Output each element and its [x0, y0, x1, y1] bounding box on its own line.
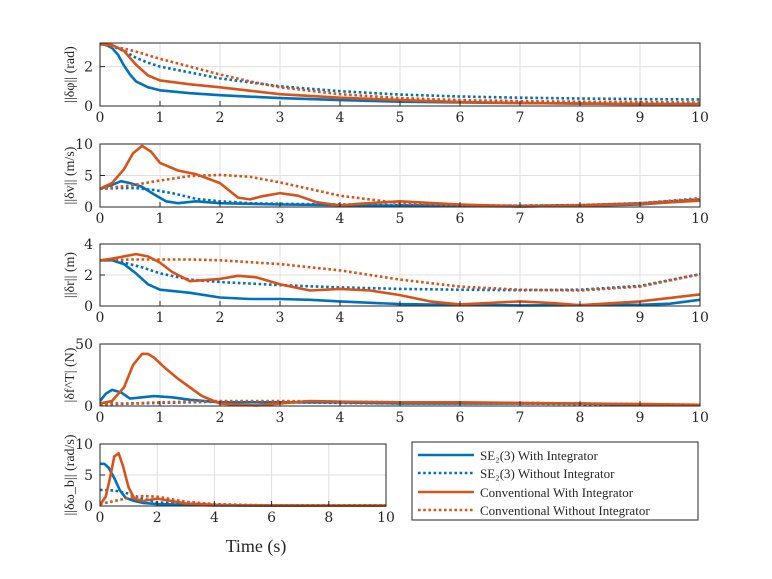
x-tick-label: 8 [576, 110, 585, 126]
x-tick-label: 6 [456, 110, 465, 126]
x-tick-label: 10 [691, 310, 709, 326]
x-tick-label: 4 [336, 410, 345, 426]
y-axis-label: ||δr|| (m) [63, 252, 78, 299]
subplot-4: 0 1 2 3 4 5 6 7 8 9 10 0 50|δf^T| (N) [63, 337, 709, 426]
x-axis-label: Time (s) [226, 536, 287, 557]
x-tick-label: 4 [336, 211, 345, 227]
series-line-se23-with [100, 462, 386, 507]
x-tick-label: 10 [691, 110, 709, 126]
x-tick-label: 6 [456, 410, 465, 426]
x-tick-label: 7 [516, 310, 525, 326]
y-tick-label: 0 [84, 200, 93, 216]
y-tick-label: 2 [84, 268, 93, 284]
y-tick-label: 10 [75, 437, 93, 453]
legend-label-se23-without: SE₂(3) Without Integrator [480, 466, 615, 481]
y-tick-label: 0 [84, 499, 93, 515]
y-tick-label: 0 [84, 399, 93, 415]
series-line-se23-without [100, 42, 700, 101]
x-tick-label: 8 [324, 510, 333, 526]
legend: SE₂(3) With Integrator SE₂(3) Without In… [411, 441, 699, 521]
x-tick-label: 1 [156, 211, 165, 227]
series-line-conventional-with [100, 451, 386, 507]
y-tick-label: 0 [84, 99, 93, 115]
subplot-1: 0 1 2 3 4 5 6 7 8 9 10 0 2 ||δφ|| (rad) [63, 42, 709, 126]
x-tick-label: 3 [276, 211, 285, 227]
x-tick-label: 9 [636, 211, 645, 227]
x-tick-label: 5 [396, 410, 405, 426]
x-tick-label: 5 [396, 110, 405, 126]
x-tick-label: 0 [96, 510, 105, 526]
legend-label-conventional-without: Conventional Without Integrator [480, 503, 650, 518]
x-tick-label: 4 [210, 510, 219, 526]
x-tick-label: 1 [156, 310, 165, 326]
legend-label-se23-with: SE₂(3) With Integrator [480, 448, 599, 463]
x-tick-label: 1 [156, 110, 165, 126]
y-tick-label: 2 [84, 60, 93, 76]
series-line-conventional-without [100, 173, 700, 207]
series-line-conventional-with [100, 144, 700, 208]
x-tick-label: 3 [276, 410, 285, 426]
x-tick-label: 7 [516, 110, 525, 126]
x-tick-label: 8 [576, 211, 585, 227]
y-tick-label: 4 [84, 237, 93, 253]
x-tick-label: 2 [153, 510, 162, 526]
x-tick-label: 7 [516, 410, 525, 426]
y-tick-label: 10 [75, 137, 93, 153]
y-tick-label: 50 [75, 337, 93, 353]
x-tick-label: 5 [396, 310, 405, 326]
x-tick-label: 10 [691, 211, 709, 227]
x-tick-label: 2 [216, 310, 225, 326]
series-line-conventional-with [100, 42, 700, 106]
x-tick-label: 2 [216, 110, 225, 126]
x-tick-label: 9 [636, 410, 645, 426]
x-tick-label: 0 [96, 110, 105, 126]
x-tick-label: 6 [456, 211, 465, 227]
y-tick-label: 5 [84, 468, 93, 484]
x-tick-label: 3 [276, 310, 285, 326]
y-tick-label: 5 [84, 169, 93, 185]
x-tick-label: 9 [636, 310, 645, 326]
x-tick-label: 4 [336, 110, 345, 126]
x-tick-label: 0 [96, 410, 105, 426]
series-line-conventional-with [100, 252, 700, 307]
x-tick-label: 4 [336, 310, 345, 326]
x-tick-label: 6 [456, 310, 465, 326]
x-tick-label: 0 [96, 211, 105, 227]
x-tick-label: 8 [576, 410, 585, 426]
x-tick-label: 8 [576, 310, 585, 326]
y-axis-label: |δf^T| (N) [63, 347, 78, 402]
x-tick-label: 2 [216, 410, 225, 426]
x-tick-label: 7 [516, 211, 525, 227]
y-axis-label: ||δv|| (m/s) [63, 146, 78, 204]
x-tick-label: 10 [691, 410, 709, 426]
x-tick-label: 1 [156, 410, 165, 426]
x-tick-label: 3 [276, 110, 285, 126]
x-tick-label: 10 [377, 510, 395, 526]
x-tick-label: 2 [216, 211, 225, 227]
y-axis-label: ||δφ|| (rad) [63, 46, 78, 103]
series-line-conventional-without [100, 494, 386, 507]
x-tick-label: 9 [636, 110, 645, 126]
x-tick-label: 0 [96, 310, 105, 326]
x-tick-label: 5 [396, 211, 405, 227]
series-line-conventional-without [100, 258, 700, 292]
y-tick-label: 0 [84, 299, 93, 315]
legend-label-conventional-with: Conventional With Integrator [480, 485, 634, 500]
subplot-3: 0 1 2 3 4 5 6 7 8 9 10 0 2 4 ||δr|| (m) [63, 237, 709, 326]
series-line-conventional-without [100, 42, 700, 104]
x-tick-label: 6 [267, 510, 276, 526]
y-axis-label: ||δω_b|| (rad/s) [63, 434, 78, 515]
